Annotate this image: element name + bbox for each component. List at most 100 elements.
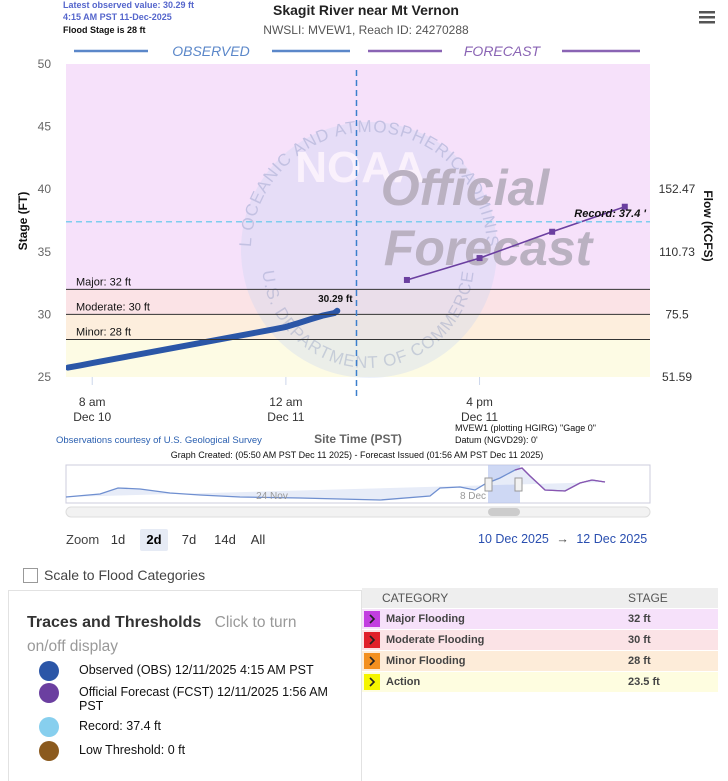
forecast-header: FORECAST	[464, 43, 542, 59]
category-name: Action	[386, 676, 421, 688]
watermark-official: Official	[381, 160, 551, 216]
legend-swatch	[39, 661, 59, 681]
y2-tick-label: 152.47	[659, 182, 696, 196]
forecast-point	[476, 255, 483, 262]
y-axis-label: Stage (FT)	[16, 192, 30, 251]
legend-item[interactable]: Low Threshold: 0 ft	[39, 741, 185, 761]
legend-panel: Traces and Thresholds Click to turn on/o…	[8, 590, 362, 781]
table-row: Moderate Flooding 30 ft	[362, 630, 718, 650]
checkbox[interactable]	[23, 567, 38, 583]
legend-swatch	[39, 717, 59, 737]
x-axis-label: Site Time (PST)	[314, 432, 402, 446]
gage-note: MVEW1 (plotting HGIRG) "Gage 0"	[455, 423, 596, 433]
forecast-point	[621, 203, 628, 210]
y-tick-label: 40	[38, 182, 52, 196]
menu-bar	[699, 11, 715, 14]
threshold-label: Moderate: 30 ft	[76, 301, 150, 313]
y-tick-label: 45	[38, 120, 52, 134]
y2-tick-label: 75.5	[665, 307, 689, 321]
category-icon	[364, 611, 380, 627]
zoom-button[interactable]: 2d	[140, 529, 168, 551]
threshold-label: Minor: 28 ft	[76, 326, 131, 338]
flood-stage: Flood Stage is 28 ft	[63, 25, 146, 35]
legend-item[interactable]: Observed (OBS) 12/11/2025 4:15 AM PST	[39, 661, 339, 681]
zoom-button[interactable]: 7d	[181, 532, 197, 547]
y2-tick-label: 51.59	[662, 370, 692, 384]
legend-item[interactable]: Record: 37.4 ft	[39, 717, 161, 737]
legend-header: Traces and Thresholds Click to turn on/o…	[27, 611, 327, 659]
category-icon	[364, 632, 380, 648]
zoom-button[interactable]: 14d	[214, 532, 236, 547]
y2-tick-label: 110.73	[659, 245, 695, 259]
category-name: Major Flooding	[386, 613, 465, 625]
forecast-line	[406, 205, 626, 281]
category-icon	[364, 653, 380, 669]
navigator[interactable]: 24 Nov 8 Dec	[65, 464, 651, 518]
category-icon-bg	[364, 653, 380, 669]
date-arrow: →	[556, 532, 569, 546]
legend-title: Traces and Thresholds	[27, 614, 202, 631]
x-tick-label: Dec 11	[267, 410, 304, 424]
legend-text: Official Forecast (FCST) 12/11/2025 1:56…	[79, 685, 328, 713]
category-name: Moderate Flooding	[386, 634, 485, 646]
y-tick-label: 30	[38, 307, 52, 321]
table-header-cell: CATEGORY	[382, 591, 449, 605]
chart-subtitle: NWSLI: MVEW1, Reach ID: 24270288	[263, 23, 469, 37]
category-icon-bg	[364, 674, 380, 690]
plot-marks	[66, 203, 628, 371]
table-row: Major Flooding 32 ft	[362, 609, 718, 629]
category-chevron	[369, 677, 376, 687]
category-icon-bg	[364, 632, 380, 648]
y-tick-label: 50	[38, 57, 52, 71]
date-from[interactable]: 10 Dec 2025	[478, 532, 549, 546]
scrollbar-thumb[interactable]	[488, 508, 520, 516]
plot-area	[66, 64, 650, 377]
scale-option-label: Scale to Flood Categories	[44, 567, 206, 583]
date-to[interactable]: 12 Dec 2025	[576, 532, 648, 546]
created-note: Graph Created: (05:50 AM PST Dec 11 2025…	[171, 450, 544, 460]
category-name: Minor Flooding	[386, 655, 466, 667]
category-icon	[364, 674, 380, 690]
y-tick-label: 35	[38, 245, 52, 259]
scrollbar-track[interactable]	[65, 506, 651, 518]
y2-axis-label: Flow (KCFS)	[701, 190, 715, 261]
record-label: Record: 37.4 '	[574, 208, 646, 220]
menu-button[interactable]	[699, 11, 715, 24]
observed-line	[66, 307, 341, 371]
latest-value: Latest observed value: 30.29 ft	[63, 0, 194, 10]
category-chevron	[369, 614, 376, 624]
threshold-label: Major: 32 ft	[76, 276, 131, 288]
x-tick-label: 12 am	[269, 395, 302, 409]
chart-title: Skagit River near Mt Vernon	[273, 2, 459, 18]
threshold-band	[66, 289, 650, 315]
threshold-band	[66, 314, 650, 340]
navigator-handle[interactable]	[484, 477, 493, 492]
legend-item[interactable]: Official Forecast (FCST) 12/11/2025 1:56…	[39, 683, 339, 713]
x-tick-label: Dec 11	[461, 410, 498, 424]
zoom-button[interactable]: All	[250, 532, 266, 547]
date-range: 10 Dec 2025 → 12 Dec 2025	[478, 532, 647, 546]
navigator-forecast	[514, 467, 606, 492]
category-chevron	[369, 656, 376, 666]
forecast-point	[549, 228, 556, 235]
x-tick-label: 8 am	[79, 395, 106, 409]
navigator-label: 24 Nov	[256, 491, 288, 502]
zoom-button[interactable]: 1d	[110, 532, 126, 547]
table-header-cell: STAGE	[628, 591, 668, 605]
legend-text: Observed (OBS) 12/11/2025 4:15 AM PST	[79, 663, 314, 677]
menu-bar	[699, 21, 715, 24]
category-stage: 28 ft	[628, 655, 651, 667]
scale-option[interactable]: Scale to Flood Categories	[23, 567, 205, 583]
x-tick-label: 4 pm	[466, 395, 493, 409]
menu-bar	[699, 16, 715, 19]
datum-note: Datum (NGVD29): 0'	[455, 435, 538, 445]
legend-text: Low Threshold: 0 ft	[79, 743, 186, 757]
navigator-handle[interactable]	[514, 477, 523, 492]
plot-overlay: Major: 32 ft Moderate: 30 ft Minor: 28 ft R…	[66, 70, 650, 398]
legend-swatch	[39, 741, 59, 761]
threshold-band	[66, 64, 650, 290]
latest-time: 4:15 AM PST 11-Dec-2025	[63, 12, 172, 22]
observed-header: OBSERVED	[172, 43, 250, 59]
credit-note: Observations courtesy of U.S. Geological…	[56, 435, 262, 446]
